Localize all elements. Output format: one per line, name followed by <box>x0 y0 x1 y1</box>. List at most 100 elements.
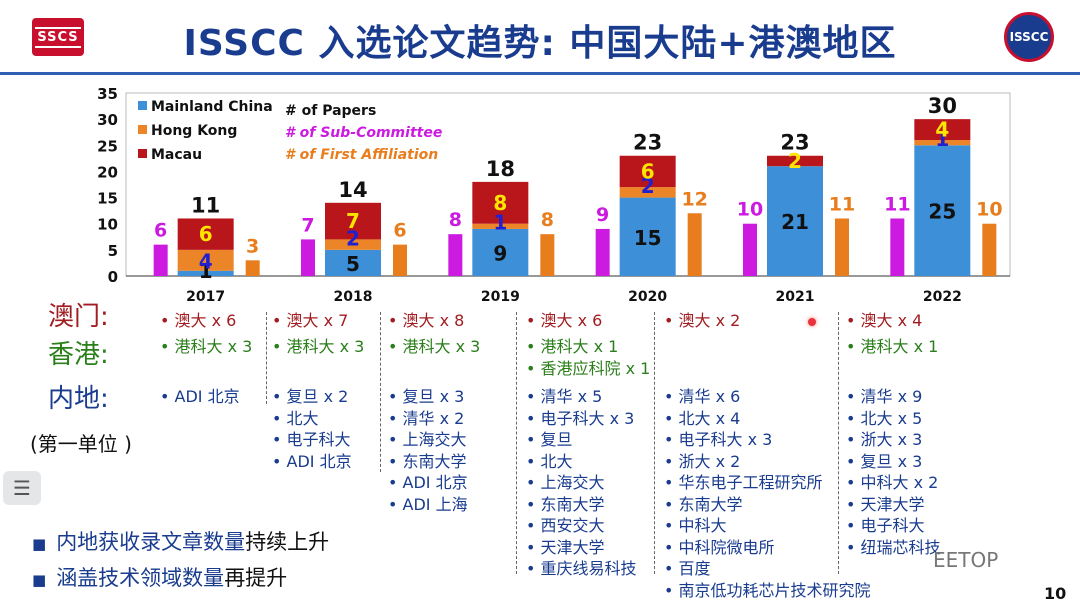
institution-line: • ADI 北京 <box>160 387 240 406</box>
y-tick-label: 15 <box>97 190 118 208</box>
stacked-bar-segment <box>914 140 971 146</box>
stacked-bar-segment <box>619 187 676 198</box>
isscc-logo: ISSCC <box>1004 12 1054 62</box>
laser-pointer-dot <box>808 318 816 326</box>
square-bullet-icon: ■ <box>32 571 47 589</box>
institution-line: • 港科大 x 3 <box>160 337 253 356</box>
institution-line: • 天津大学 <box>846 494 925 514</box>
mainland-group: • 复旦 x 2 • 北大 • 电子科大 • ADI 北京 <box>272 386 364 472</box>
institution-line: • 百度 <box>664 559 711 578</box>
institution-line: • ADI 北京 <box>272 451 352 471</box>
stacked-bar-segment <box>472 181 529 224</box>
institution-line: • 港科大 x 1 <box>846 337 939 356</box>
hongkong-value-label: 4 <box>199 249 213 273</box>
stacked-bar-segment <box>325 202 381 240</box>
hongkong-value-label: 2 <box>346 226 360 250</box>
column-divider <box>266 312 267 404</box>
institution-line: • 电子科大 x 3 <box>664 430 773 449</box>
macau-value-label: 6 <box>641 159 655 183</box>
institution-line: • 澳大 x 8 <box>388 311 465 330</box>
institution-line: • ADI 北京 <box>388 473 468 492</box>
first-affiliation-bar <box>687 213 702 276</box>
institution-line: • 中科大 x 2 <box>846 473 939 492</box>
x-tick-label: 2018 <box>334 289 373 305</box>
institution-line: • 电子科大 <box>846 516 925 535</box>
x-tick-label: 2022 <box>923 289 962 305</box>
square-bullet-icon: ■ <box>32 535 47 553</box>
first-affiliation-label: 12 <box>681 188 707 210</box>
sub-committee-label: 6 <box>154 220 167 242</box>
institution-line: • 清华 x 5 <box>526 387 603 406</box>
institution-line: • 复旦 x 3 <box>388 387 465 406</box>
region-label-hongkong: 香港: <box>48 340 109 370</box>
bullet-highlight: 内地获收录文章数量 <box>56 530 246 554</box>
first-affiliation-bar <box>982 223 997 276</box>
total-papers-label: 30 <box>928 94 957 118</box>
institution-line: • 港科大 x 3 <box>388 337 481 356</box>
first-affiliation-bar <box>393 244 407 276</box>
first-affiliation-label: 8 <box>541 209 554 231</box>
legend-label: Macau <box>151 147 202 163</box>
column-divider <box>380 312 381 472</box>
institution-line: • 纽瑞芯科技 <box>846 537 941 557</box>
institution-column: • 澳大 x 6 • 港科大 x 3 • ADI 北京 <box>160 310 252 408</box>
stacked-bar-segment <box>914 145 971 276</box>
first-affiliation-bar <box>835 218 849 276</box>
plot-area <box>125 92 1011 277</box>
stacked-bar-segment <box>767 166 823 276</box>
first-affiliation-bar <box>540 234 555 276</box>
hongkong-value-label: 2 <box>641 174 655 198</box>
sub-committee-bar <box>595 228 610 276</box>
sub-committee-label: 9 <box>596 204 609 226</box>
institution-line: • 北大 <box>526 451 573 471</box>
sub-committee-label: 11 <box>884 193 910 215</box>
institution-line: • 东南大学 <box>388 451 467 471</box>
column-divider <box>654 312 655 574</box>
mainland-group: • 清华 x 9 • 北大 x 5 • 浙大 x 3 • 复旦 x 3 • 中科大 x … <box>846 386 941 558</box>
sub-committee-bar <box>743 223 757 276</box>
y-tick-label: 0 <box>108 268 118 286</box>
legend-label: Hong Kong <box>151 123 237 139</box>
menu-icon[interactable]: ☰ <box>3 471 41 505</box>
legend-swatch <box>138 125 147 134</box>
mainland-group: • 清华 x 6 • 北大 x 4 • 电子科大 x 3 • 浙大 x 2 • 华东电子… <box>664 386 871 601</box>
eetop-watermark: EETOP <box>933 548 999 572</box>
institution-line: • 东南大学 <box>664 494 743 514</box>
y-tick-label: 10 <box>97 216 118 234</box>
sub-committee-label: 10 <box>737 199 763 221</box>
first-affiliation-label: 3 <box>246 235 259 257</box>
mainland-value-label: 9 <box>493 241 507 265</box>
legend-papers-label: # of Papers <box>285 103 376 119</box>
institution-line: • 港科大 x 1 <box>526 337 619 356</box>
y-tick-label: 35 <box>97 85 118 103</box>
macau-group: • 澳大 x 6 <box>526 310 650 336</box>
institution-line: • 复旦 <box>526 430 573 449</box>
legend-sub-committee-label: # of Sub-Committee <box>285 125 442 141</box>
stacked-bar-segment <box>472 223 529 229</box>
bullet-rest: 持续上升 <box>245 530 330 554</box>
hongkong-group: • 港科大 x 3 <box>272 336 364 384</box>
hongkong-group: • 港科大 x 1 • 香港应科院 x 1 <box>526 336 650 384</box>
stacked-bar-segment <box>325 249 381 276</box>
macau-value-label: 2 <box>788 149 802 173</box>
institution-line: • 南京低功耗芯片技术研究院 <box>664 580 871 600</box>
institution-line: • 重庆线易科技 <box>526 559 637 578</box>
institution-line: • 华东电子工程研究所 <box>664 473 823 492</box>
stacked-bar-segment <box>325 239 381 250</box>
sub-committee-bar <box>448 234 463 276</box>
total-papers-label: 23 <box>633 131 662 155</box>
mainland-value-label: 25 <box>928 200 956 224</box>
institution-column: • 澳大 x 4 • 港科大 x 1 • 清华 x 9 • 北大 x 5 • 浙大 x … <box>846 310 941 558</box>
legend-swatch <box>138 101 147 110</box>
y-tick-label: 20 <box>97 163 118 181</box>
bullet-row: ■ 内地获收录文章数量持续上升 <box>32 526 329 556</box>
institution-line: • 清华 x 2 <box>388 408 465 428</box>
institution-line: • 澳大 x 4 <box>846 311 923 330</box>
hongkong-value-label: 1 <box>935 127 949 151</box>
institution-line: • 中科院微电所 <box>664 537 775 557</box>
sscs-logo-text: SSCS <box>35 26 81 48</box>
institution-line: • 清华 x 6 <box>664 387 741 406</box>
institution-line: • 澳大 x 6 <box>526 311 603 330</box>
institution-line: • 北大 x 5 <box>846 408 923 428</box>
total-papers-label: 14 <box>338 178 367 202</box>
